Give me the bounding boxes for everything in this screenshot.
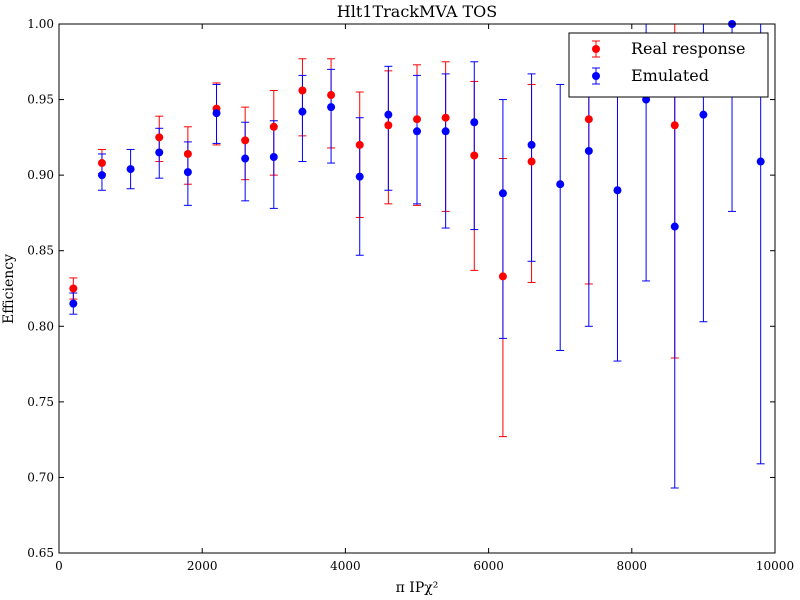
data-point (269, 153, 278, 162)
y-tick-label: 0.95 (27, 93, 54, 107)
errorbar (269, 120, 278, 209)
data-point (527, 157, 536, 166)
data-point (613, 186, 622, 195)
x-tick-label: 8000 (617, 559, 648, 573)
chart-title: Hlt1TrackMVA TOS (337, 2, 497, 21)
data-point (498, 189, 507, 198)
data-point (384, 110, 393, 119)
x-tick-label: 0 (55, 559, 63, 573)
data-point (756, 157, 765, 166)
data-point (355, 172, 364, 181)
data-point (155, 133, 164, 142)
y-tick-label: 0.85 (27, 244, 54, 258)
data-point (498, 272, 507, 281)
errorbar (441, 73, 450, 229)
tick-layer: 0 2000 4000 6000 8000 10000 0.65 0.70 0.75 0.80 0.… (27, 17, 794, 573)
data-point (97, 171, 106, 180)
data-point (584, 146, 593, 155)
legend-label: Emulated (631, 66, 709, 85)
data-point (212, 109, 221, 118)
data-point (642, 95, 651, 104)
data-point (413, 127, 421, 136)
errorbar (556, 83, 565, 351)
data-point (556, 180, 565, 189)
errorbar (498, 99, 507, 339)
data-point (269, 122, 278, 131)
y-tick-label: 0.65 (27, 546, 54, 560)
legend-item: Emulated (592, 66, 709, 85)
y-tick-label: 0.90 (27, 168, 54, 182)
data-point (470, 118, 479, 127)
x-tick-label: 4000 (330, 559, 361, 573)
data-point (241, 154, 250, 163)
errorbar (470, 61, 479, 231)
errorbar (413, 74, 421, 205)
y-tick-label: 0.80 (27, 319, 54, 333)
data-point (183, 149, 192, 158)
data-point (470, 151, 479, 160)
legend: Real response Emulated (568, 32, 769, 98)
plot-frame (58, 23, 776, 554)
x-tick-label: 10000 (756, 559, 794, 573)
data-point (97, 159, 106, 168)
data-point (241, 136, 250, 145)
data-point (441, 113, 450, 122)
data-point (69, 299, 78, 308)
points-layer (69, 20, 765, 308)
y-tick-label: 1.00 (27, 17, 54, 31)
data-point (155, 148, 164, 157)
data-point (298, 107, 307, 116)
data-point (441, 127, 450, 136)
y-axis-label: Efficiency (1, 254, 17, 324)
legend-frame (568, 32, 769, 98)
data-point (327, 103, 336, 112)
data-point (183, 168, 192, 177)
data-point (355, 140, 364, 149)
legend-label: Real response (631, 39, 745, 58)
errorbar (355, 117, 364, 256)
data-point (384, 121, 393, 130)
data-point (670, 121, 679, 130)
x-axis-label: π IPχ² (396, 580, 439, 596)
y-tick-label: 0.70 (27, 470, 54, 484)
y-tick-label: 0.75 (27, 395, 54, 409)
data-point (413, 115, 421, 124)
x-tick-label: 6000 (473, 559, 504, 573)
data-point (670, 222, 679, 231)
errorbar (527, 73, 536, 262)
data-point (584, 115, 593, 124)
errorbar (327, 68, 336, 164)
legend-marker (592, 45, 600, 53)
data-point (327, 91, 336, 100)
data-point (527, 140, 536, 149)
data-point (69, 284, 78, 293)
data-point (126, 165, 135, 174)
data-point (699, 110, 708, 119)
data-point (298, 86, 307, 95)
x-tick-label: 2000 (187, 559, 218, 573)
legend-marker (592, 72, 600, 80)
legend-item: Real response (592, 39, 745, 58)
